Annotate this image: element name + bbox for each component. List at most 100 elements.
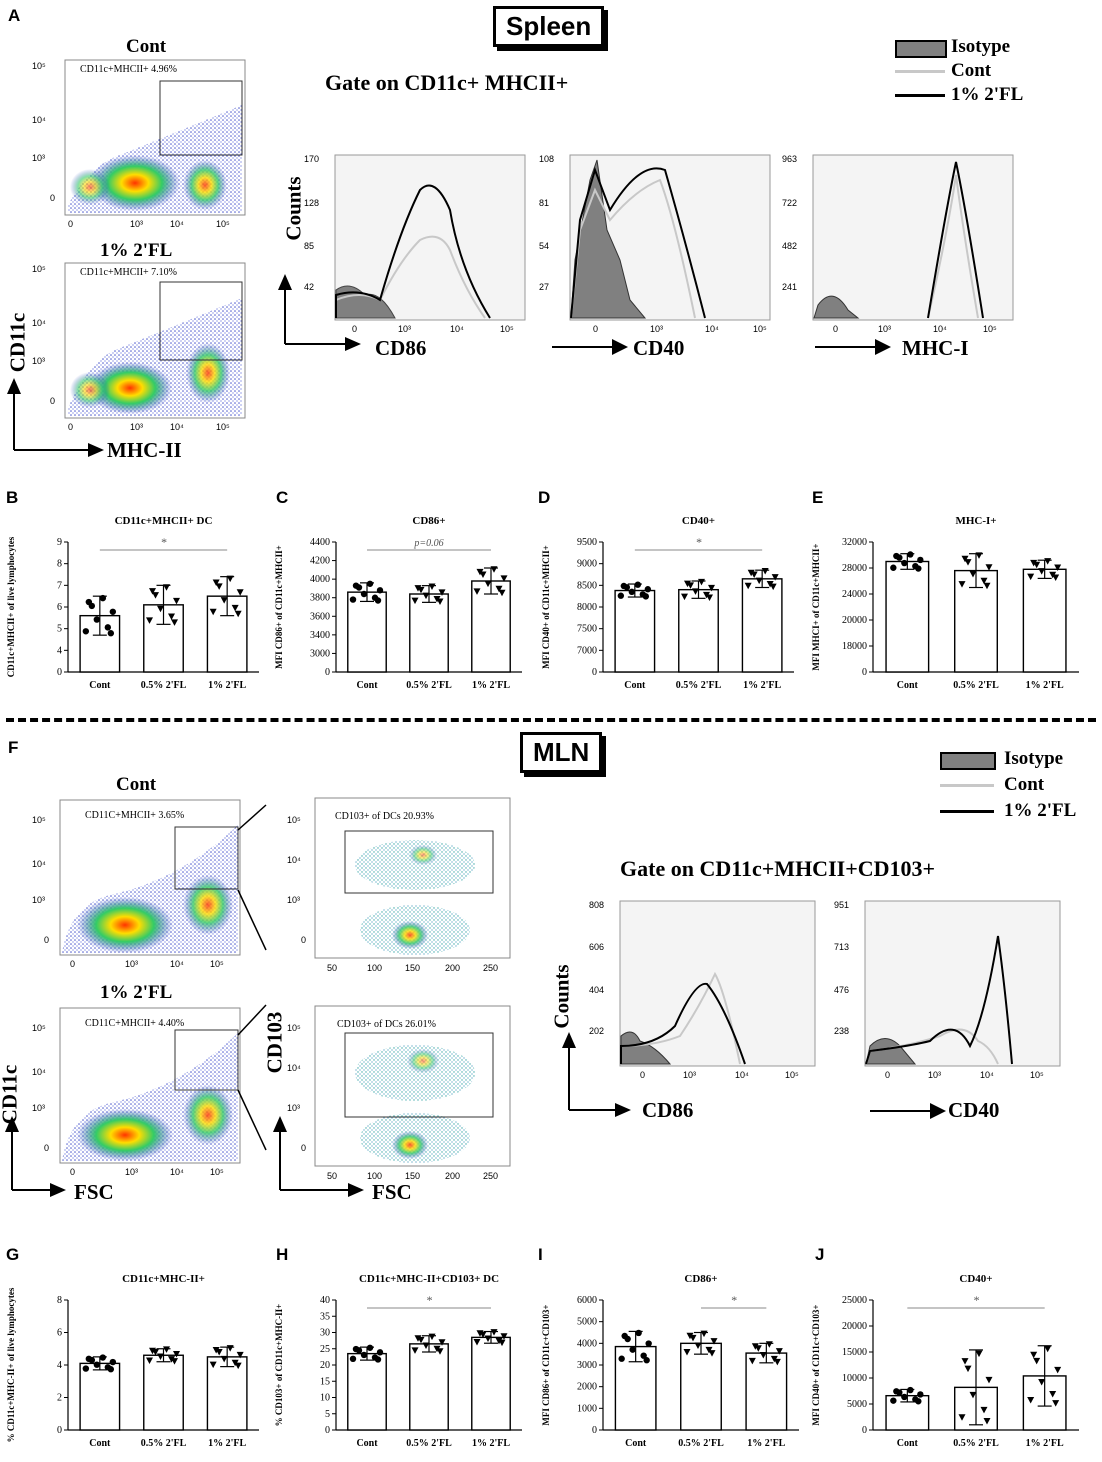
hist-xtick: 10⁵ [753,324,767,334]
mln-fl-cd103-gate-text: CD103+ of DCs 26.01% [337,1019,436,1030]
xtick: 10³ [125,959,138,969]
data-point [366,580,374,587]
x-tick-label: 1% 2'FL [208,680,246,691]
data-point [171,1358,178,1365]
data-point [149,1347,156,1355]
data-point [220,597,228,604]
ytick: 10³ [32,153,45,163]
data-point [352,582,360,589]
panel-letter-h: H [276,1245,289,1264]
data-point [694,1342,702,1349]
data-point [686,1332,694,1340]
data-point [349,1355,357,1363]
ytick: 10⁵ [32,61,46,71]
y-tick-label: 0 [862,667,867,678]
ytick: 10⁵ [32,264,46,274]
x-tick-label: Cont [89,1438,111,1449]
bar [471,580,511,673]
legend-cont-label: Cont [951,60,992,81]
mln-hist-cd86-label: CD86 [642,1098,694,1122]
data-point [907,551,914,558]
ytick: 10⁵ [32,815,46,825]
data-point [751,1343,759,1350]
x-tick-label: 0.5% 2'FL [406,680,452,691]
data-point [82,628,90,635]
mln-hist-cd40-label: CD40 [948,1098,1000,1122]
x-tick-label: 0.5% 2'FL [406,1438,452,1449]
bar [614,589,656,673]
bar [741,578,783,673]
data-point [234,610,242,618]
ytick: 0 [44,935,49,945]
data-point [629,1346,636,1353]
ytick: 10⁵ [32,1023,46,1033]
chart-ylabel: MFI CD86+ of CD11c+MHCII+ [274,545,284,669]
x-tick-label: Cont [356,1438,378,1449]
y-tick-label: 3000 [577,1360,597,1371]
bar [409,593,449,673]
data-point [755,577,763,585]
xtick: 10⁴ [170,1167,184,1177]
xtick: 10⁴ [170,959,184,969]
mln-cd40-arrow-line [870,1110,930,1112]
hist-ytick: 404 [589,985,604,995]
y-tick-label: 3000 [310,648,330,659]
data-point [163,584,170,591]
chart-title: CD11c+MHC-II+CD103+ DC [359,1273,499,1285]
y-tick-label: 8 [57,559,62,570]
y-tick-label: 18000 [842,641,867,652]
x-tick-label: 1% 2'FL [747,1438,785,1449]
data-point [901,1393,908,1401]
data-point [917,556,924,564]
hist-xtick: 10³ [683,1070,696,1080]
mln-y-axis2-label: CD103 [262,1011,287,1074]
data-point [958,1414,966,1421]
spleen-gate-title: Gate on CD11c+ MHCII+ [325,70,569,95]
spleen-title: Spleen [493,6,605,47]
y-tick-label: 7 [57,580,62,591]
data-point [643,1357,650,1364]
significance-label: * [731,1293,737,1307]
hist-ytick: 476 [834,985,849,995]
legend-isotype-swatch [940,752,996,770]
ytick: 10⁵ [287,815,301,825]
y-tick-label: 0 [57,667,62,678]
data-point [700,1330,708,1338]
data-point [374,1356,382,1363]
y-tick-label: 9500 [577,537,597,548]
chart-b: CD11c+MHCII+ DC CD11c+MHCII+ of live lymp… [6,515,259,691]
mln-fl-gate-text: CD11C+MHCII+ 4.40% [85,1018,184,1029]
xtick: 10³ [130,422,143,432]
y-tick-label: 6000 [577,1295,597,1306]
y-tick-label: 0 [325,1425,330,1436]
chart-j: CD40+ MFI CD40+ of CD11c+CD103+ 0 5000 10000… [811,1273,1079,1449]
data-point [484,580,492,588]
panel-letter-e: E [812,488,824,507]
spleen-hist-cd40-label: CD40 [633,336,685,360]
mln-cont-gate-text: CD11C+MHCII+ 3.65% [85,810,184,821]
data-point [220,1355,228,1363]
data-point [209,1361,217,1369]
ytick: 10³ [287,895,300,905]
legend-cont-swatch [940,784,994,787]
data-point [708,1350,716,1357]
data-point [985,564,993,571]
data-point [628,588,636,596]
xtick: 10⁴ [170,219,184,229]
data-point [964,559,972,566]
x-tick-label: 1% 2'FL [1026,680,1064,691]
hist-xtick: 10⁴ [980,1070,994,1080]
ytick: 10⁴ [287,1063,301,1073]
bar [79,1362,121,1431]
data-point [414,1335,422,1342]
data-point [621,1332,628,1340]
hist-xtick: 0 [352,324,357,334]
x-tick-label: 0.5% 2'FL [678,1438,724,1449]
data-point [975,552,983,559]
y-tick-label: 24000 [842,589,867,600]
ytick: 10³ [32,356,45,366]
hist-xtick: 10⁴ [735,1070,749,1080]
y-tick-label: 0 [325,667,330,678]
xtick: 50 [327,963,337,973]
data-point [173,597,180,605]
